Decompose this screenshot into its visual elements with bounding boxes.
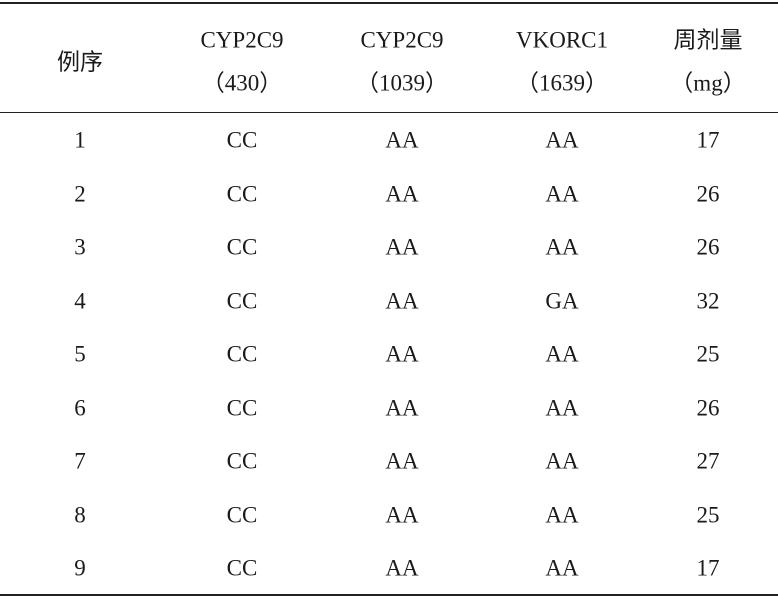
- table-cell: AA: [385, 127, 419, 153]
- table-cell: AA: [545, 341, 579, 367]
- table-cell: CC: [226, 555, 258, 581]
- table-cell: 3: [74, 234, 86, 260]
- table-cell: 25: [696, 502, 720, 527]
- table-cell: CC: [226, 395, 258, 420]
- table-cell: CC: [226, 234, 258, 260]
- table-cell: 25: [696, 341, 720, 367]
- top-rule: [0, 2, 778, 4]
- table-cell: 9: [74, 555, 86, 581]
- table-cell: 6: [74, 395, 86, 420]
- table-cell: 4: [74, 288, 86, 313]
- table-cell: AA: [545, 502, 579, 527]
- table-cell: AA: [385, 395, 419, 420]
- header-cell: CYP2C9: [200, 27, 284, 53]
- bottom-rule: [0, 594, 778, 596]
- header-cell: VKORC1: [515, 27, 609, 53]
- table-cell: 8: [74, 502, 86, 527]
- table-cell: 7: [74, 448, 86, 474]
- table-cell: AA: [385, 502, 419, 527]
- table-cell: AA: [545, 234, 579, 260]
- table-cell: 1: [74, 127, 86, 153]
- table-cell: CC: [226, 502, 258, 527]
- table-cell: AA: [385, 288, 419, 313]
- table-cell: 26: [696, 234, 720, 260]
- header-cell: 周剂量: [673, 27, 743, 53]
- header-cell: （430）: [201, 70, 283, 96]
- header-rule: [0, 112, 778, 113]
- table-cell: AA: [385, 341, 419, 367]
- table-cell: AA: [385, 555, 419, 581]
- table-cell: 5: [74, 341, 86, 367]
- table-cell: AA: [385, 448, 419, 474]
- table-cell: CC: [226, 448, 258, 474]
- header-cell: （1639）: [516, 70, 608, 96]
- table-cell: 17: [696, 127, 720, 153]
- table-cell: 26: [696, 181, 720, 206]
- header-cell: （1039）: [356, 70, 448, 96]
- table-cell: AA: [545, 555, 579, 581]
- table-cell: CC: [226, 288, 258, 313]
- table-cell: CC: [226, 341, 258, 367]
- table-cell: 26: [696, 395, 720, 420]
- table-cell: AA: [385, 234, 419, 260]
- table-cell: 32: [696, 288, 720, 313]
- table-cell: AA: [545, 395, 579, 420]
- table-cell: AA: [545, 181, 579, 206]
- table-cell: 17: [696, 555, 720, 581]
- table-cell: AA: [545, 127, 579, 153]
- header-cell: 例序: [57, 49, 103, 75]
- table-cell: AA: [545, 448, 579, 474]
- table-cell: AA: [385, 181, 419, 206]
- table-cell: 2: [74, 181, 86, 206]
- table-cell: GA: [545, 288, 579, 313]
- table-cell: CC: [226, 127, 258, 153]
- header-cell: （mg）: [670, 70, 746, 96]
- table-cell: 27: [696, 448, 720, 474]
- header-cell: CYP2C9: [360, 27, 444, 53]
- table-cell: CC: [226, 181, 258, 206]
